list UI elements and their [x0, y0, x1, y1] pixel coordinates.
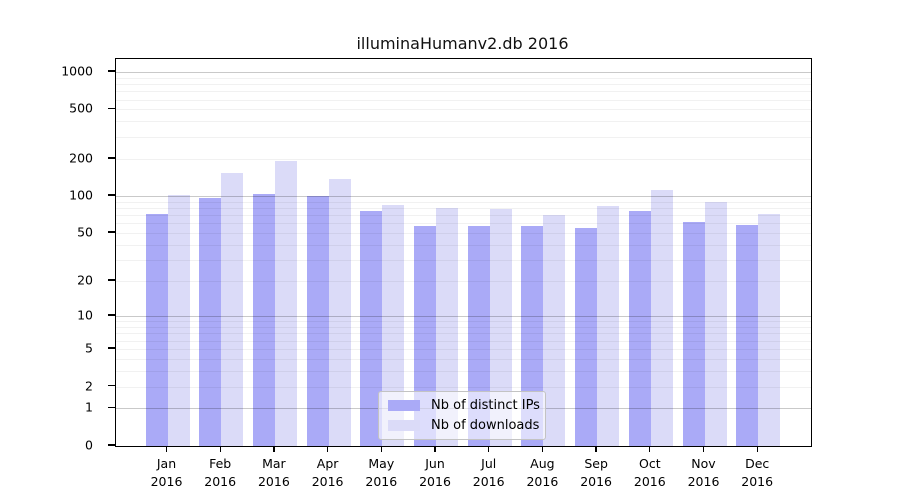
y-tick-label: 200	[69, 150, 93, 166]
bar-distinct-ips	[306, 196, 329, 446]
legend-label: Nb of downloads	[431, 418, 540, 433]
bar-downloads	[167, 194, 190, 446]
y-tick-label: 100	[69, 187, 93, 203]
bar-distinct-ips	[252, 194, 275, 446]
legend-swatch-distinct-ips	[388, 400, 420, 411]
x-tick-mark	[434, 446, 436, 452]
y-tick-mark	[108, 107, 115, 110]
y-tick-mark	[108, 231, 115, 233]
y-tick-mark	[108, 279, 115, 281]
y-tick-mark	[108, 384, 115, 387]
bar-downloads	[382, 204, 405, 446]
y-tick-mark	[108, 70, 115, 72]
legend-item-downloads: Nb of downloads	[388, 418, 539, 433]
x-tick-mark	[326, 446, 329, 452]
bar-distinct-ips	[575, 228, 598, 446]
y-tick-mark	[108, 406, 115, 409]
y-tick-label: 20	[77, 272, 93, 288]
chart-title: illuminaHumanv2.db 2016	[356, 34, 569, 53]
x-tick-label: Apr 2016	[311, 456, 344, 490]
x-tick-mark	[380, 446, 382, 452]
x-tick-mark	[649, 446, 651, 452]
bar-distinct-ips	[199, 198, 222, 446]
bar-distinct-ips	[736, 225, 759, 446]
x-tick-label: Feb 2016	[204, 456, 237, 490]
x-tick-mark	[219, 446, 221, 452]
x-tick-mark	[273, 446, 275, 452]
legend-item-distinct-ips: Nb of distinct IPs	[388, 398, 540, 413]
y-tick-mark	[108, 444, 115, 446]
bar-downloads	[597, 206, 620, 446]
x-tick-label: Dec 2016	[741, 456, 774, 490]
bar-downloads	[221, 172, 244, 446]
y-tick-mark	[108, 347, 115, 349]
x-tick-label: Jul 2016	[472, 456, 505, 490]
y-tick-label: 10	[77, 307, 93, 323]
x-tick-mark	[488, 446, 490, 452]
x-tick-label: May 2016	[365, 456, 398, 490]
y-tick-label: 1	[85, 399, 93, 415]
legend: Nb of distinct IPs Nb of downloads	[378, 391, 546, 440]
y-tick-label: 0	[85, 437, 93, 453]
y-tick-mark	[108, 157, 115, 159]
bar-downloads	[274, 160, 297, 446]
bar-downloads	[328, 179, 351, 446]
bar-downloads	[704, 201, 727, 446]
x-tick-label: Sep 2016	[580, 456, 612, 490]
legend-swatch-downloads	[388, 420, 420, 431]
bars-layer	[116, 59, 811, 446]
bar-downloads	[436, 208, 458, 446]
x-tick-label: Aug 2016	[526, 456, 559, 490]
bar-downloads	[489, 208, 512, 446]
x-axis: Jan 2016 Feb 2016 Mar 2016 Apr 2016 May 2016 Jun 20…	[115, 446, 810, 500]
x-tick-mark	[702, 446, 705, 452]
plot-area	[115, 58, 812, 447]
x-tick-label: Oct 2016	[633, 456, 666, 490]
y-tick-label: 2	[85, 378, 93, 394]
bar-downloads	[543, 215, 566, 446]
y-axis: 0 1 2 5 10 20 50 100 200 500 1000	[0, 58, 115, 453]
x-tick-mark	[165, 446, 168, 452]
y-tick-mark	[108, 194, 115, 196]
bar-distinct-ips	[145, 213, 168, 446]
x-tick-label: Jan 2016	[150, 456, 183, 490]
y-tick-label: 500	[69, 100, 93, 116]
y-tick-label: 50	[77, 224, 93, 240]
bar-distinct-ips	[360, 210, 383, 446]
x-tick-mark	[756, 446, 758, 452]
x-tick-mark	[541, 446, 544, 452]
legend-label: Nb of distinct IPs	[431, 398, 540, 413]
y-tick-label: 5	[85, 340, 93, 356]
x-tick-label: Mar 2016	[257, 456, 290, 490]
bar-distinct-ips	[628, 210, 651, 446]
bar-downloads	[650, 190, 673, 446]
bar-downloads	[758, 214, 781, 446]
x-tick-label: Jun 2016	[419, 456, 451, 490]
y-tick-label: 1000	[61, 63, 93, 79]
x-tick-mark	[595, 446, 597, 452]
x-tick-label: Nov 2016	[687, 456, 720, 490]
y-tick-mark	[108, 314, 115, 316]
bar-distinct-ips	[682, 221, 705, 446]
